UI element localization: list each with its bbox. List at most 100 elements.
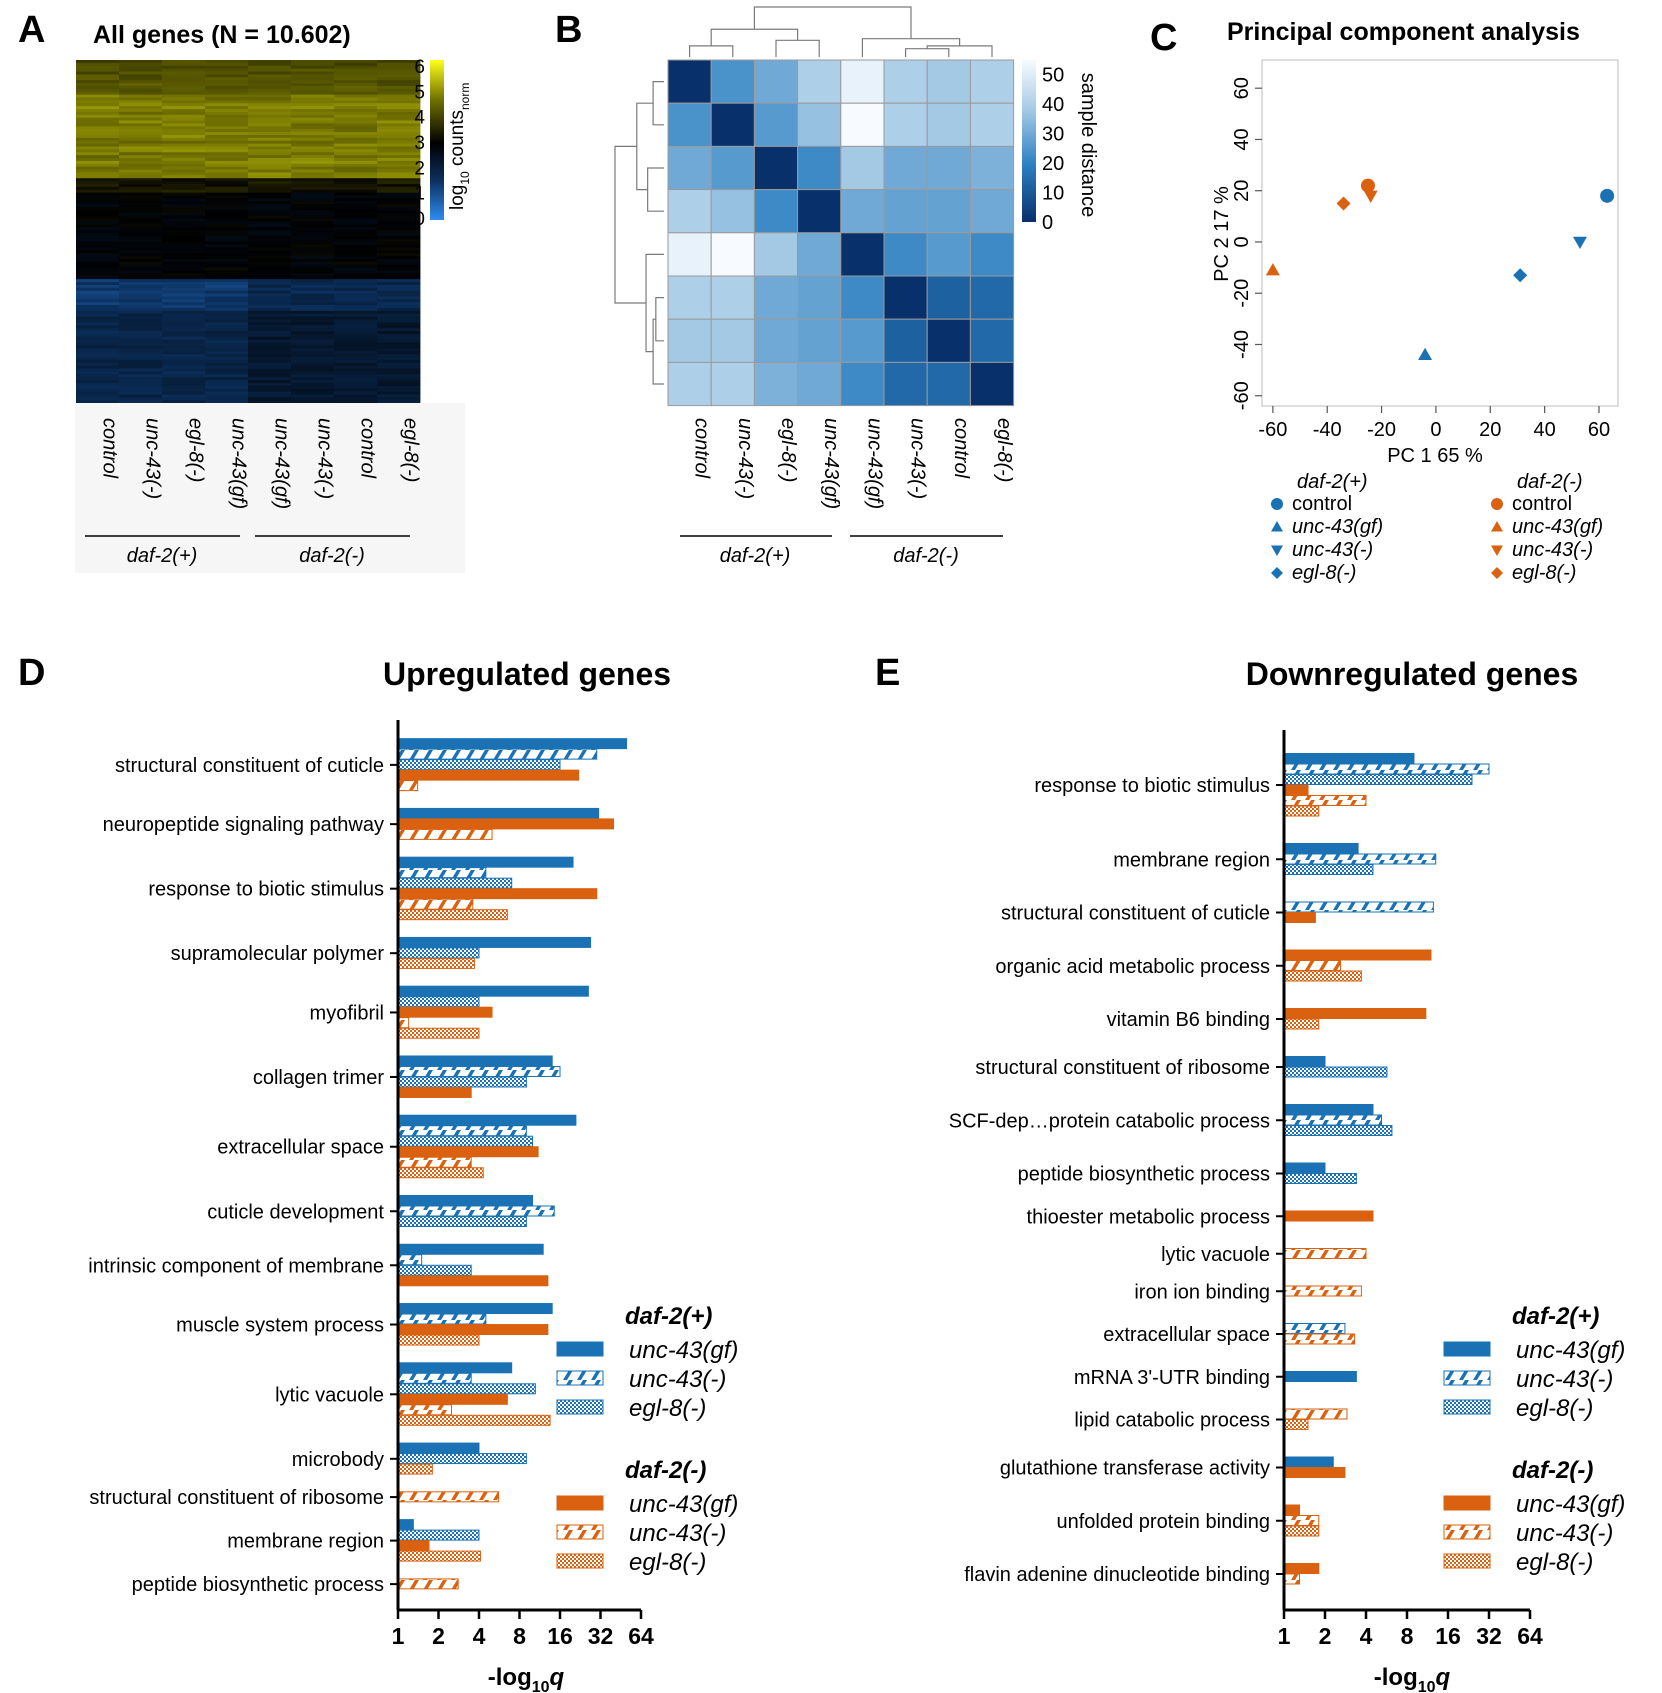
panel-a-cell [377,158,421,162]
panel-a-cell [162,215,206,219]
panel-c-ytick-label: -20 [1231,279,1253,308]
panel-a-cell [119,129,163,133]
panel-a-cell [205,253,249,257]
panel-b-cell [667,145,712,191]
panel-a-cell [334,380,378,384]
panel-a-cell [334,230,378,234]
panel-a-cell [119,235,163,240]
panel-b-dendrogram-branch [688,45,734,57]
panel-a-cell [334,62,378,67]
panel-a-cell [205,368,249,372]
panel-c-point [1600,188,1615,203]
panel-a-cell [291,77,335,81]
category-label: structural constituent of cuticle [115,755,384,777]
panel-a-cell [291,302,335,306]
panel-a-cell [377,258,421,263]
bar [1283,1162,1326,1174]
panel-b-cell [710,102,755,147]
bar [397,1372,472,1384]
category-label: structural constituent of cuticle [1001,903,1270,925]
panel-a-cell [119,319,163,323]
panel-a-cell [248,137,292,142]
panel-a-cell [205,342,249,346]
panel-b-dendrogram-branch [904,48,950,57]
legend-label: egl-8(-) [1516,1549,1593,1576]
panel-a-cell [334,261,378,266]
panel-a-cell [248,365,292,369]
panel-b-colorbar [1022,60,1036,222]
bar [397,877,513,889]
panel-b-cell [883,189,928,234]
panel-a-cell [76,284,120,289]
panel-a-cell [205,207,249,211]
category-label: flavin adenine dinucleotide binding [964,1564,1270,1586]
panel-a-cell [205,356,249,361]
category-label: supramolecular polymer [171,943,385,965]
panel-a-cell [119,100,163,104]
panel-b-cell [797,361,842,407]
panel-b-cell [797,318,842,363]
bar [397,1362,513,1374]
panel-a-cell [334,129,378,133]
panel-a-cell [162,201,206,205]
panel-b-cell [797,102,842,147]
category-label: glutathione transferase activity [1000,1458,1270,1480]
panel-a-cell [205,391,249,395]
x-tick-label: 2 [1319,1623,1332,1649]
panel-a-cell [248,71,292,75]
panel-a-cell [248,342,292,346]
panel-a-cell [205,290,249,294]
panel-a-cell [377,60,421,64]
panel-a-cell [162,307,206,312]
panel-a-cell [334,71,378,75]
panel-a-cell [76,126,120,130]
bar [1283,853,1437,865]
panel-a-cell [248,134,292,139]
panel-a-cell [248,310,292,315]
panel-b-cell [883,232,928,277]
panel-a-cell [248,273,292,277]
panel-a-cell [377,250,421,254]
panel-c-legend-marker [1491,521,1503,532]
panel-a-cell [334,65,378,70]
panel-b-cell [667,59,712,104]
bar [397,1076,527,1088]
panel-a-cell [334,342,378,346]
panel-a-cell [76,351,120,355]
panel-a-cell [119,207,163,211]
panel-a-cell [334,250,378,254]
panel-a-cell [205,195,249,199]
panel-c-xlabel: PC 1 65 % [1387,445,1483,467]
panel-a-cell [205,299,249,303]
panel-a-cell [377,183,421,188]
bar [1283,1114,1383,1126]
panel-a-cell [291,319,335,323]
panel-a-cell [248,307,292,312]
panel-a-cell [205,270,249,274]
panel-a-cell [119,71,163,75]
panel-a-cell [248,400,292,404]
panel-a-cell [291,235,335,240]
panel-a-cell [377,74,421,78]
panel-a-cell [205,238,249,243]
panel-b-cell [969,275,1015,320]
panel-a-cell [334,218,378,222]
panel-b-cell [753,102,799,147]
panel-a-cell [248,305,292,309]
panel-a-cell [248,287,292,292]
panel-a-cell [291,129,335,133]
legend-label: unc-43(-) [629,1366,726,1393]
panel-a-cell [291,233,335,237]
panel-a-cell [76,293,120,297]
panel-a-cell [119,296,163,300]
bar [397,1540,430,1552]
panel-a-cell [334,282,378,286]
panel-a-cell [334,270,378,274]
legend-swatch [1443,1341,1491,1357]
panel-a-cell [334,371,378,375]
panel-a-cell [377,247,421,251]
panel-a-cell [248,230,292,234]
panel-a-cell [334,238,378,243]
panel-a-cell [162,238,206,243]
panel-e-xlabel: -log10q [1374,1664,1451,1693]
